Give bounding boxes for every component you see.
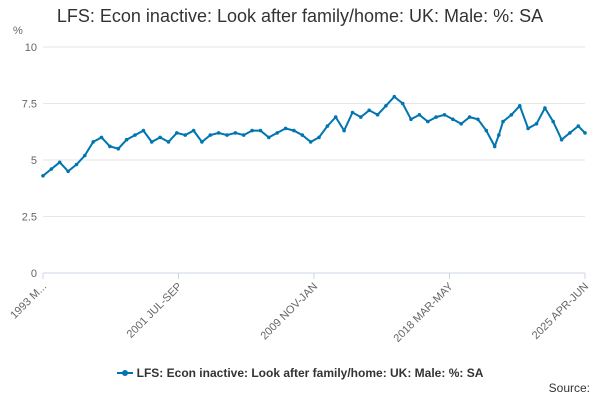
data-point[interactable] — [283, 126, 288, 131]
series-line[interactable] — [42, 95, 586, 177]
data-point[interactable] — [375, 113, 380, 117]
data-point[interactable] — [559, 137, 564, 142]
data-point[interactable] — [367, 108, 372, 113]
data-point[interactable] — [133, 133, 137, 137]
data-point[interactable] — [583, 131, 587, 135]
data-point[interactable] — [568, 131, 572, 135]
data-point[interactable] — [267, 135, 271, 140]
data-point[interactable] — [509, 113, 514, 117]
data-point[interactable] — [518, 104, 522, 108]
data-point[interactable] — [91, 140, 95, 144]
data-point[interactable] — [175, 131, 179, 135]
data-point[interactable] — [74, 162, 79, 167]
data-point[interactable] — [124, 137, 129, 142]
data-point[interactable] — [534, 122, 539, 126]
y-tick-label: 0 — [31, 268, 37, 280]
data-point[interactable] — [350, 110, 355, 115]
data-point[interactable] — [484, 128, 489, 133]
x-tick-label: 2009 NOV-JAN — [258, 281, 320, 343]
data-point[interactable] — [384, 104, 388, 108]
data-point[interactable] — [400, 101, 405, 106]
x-tick-label: 2001 JUL-SEP — [125, 281, 185, 341]
legend-label: LFS: Econ inactive: Look after family/ho… — [136, 366, 484, 380]
axis-layer: 0 2.5 5 7.5 10 1993 M... 2001 JUL-SEP 2009 NOV-… — [8, 42, 591, 345]
data-point[interactable] — [442, 113, 447, 117]
data-point[interactable] — [543, 106, 547, 110]
data-point[interactable] — [166, 140, 171, 144]
legend-swatch-icon — [116, 369, 133, 376]
x-tick-label: 2018 MAR-MAY — [392, 280, 457, 345]
data-point[interactable] — [57, 160, 62, 165]
data-point[interactable] — [66, 169, 70, 174]
data-point[interactable] — [359, 115, 363, 119]
data-point[interactable] — [200, 140, 204, 144]
data-point[interactable] — [49, 167, 54, 171]
data-point[interactable] — [208, 133, 213, 137]
data-point[interactable] — [551, 119, 555, 124]
data-point[interactable] — [342, 128, 346, 133]
data-point[interactable] — [308, 140, 313, 144]
data-point[interactable] — [233, 131, 238, 135]
data-point[interactable] — [225, 133, 229, 137]
data-point[interactable] — [149, 140, 154, 144]
series-layer — [41, 94, 587, 178]
data-point[interactable] — [183, 133, 187, 137]
data-point[interactable] — [333, 115, 338, 119]
chart-title: LFS: Econ inactive: Look after family/ho… — [56, 6, 544, 26]
data-point[interactable] — [317, 135, 321, 140]
data-point[interactable] — [451, 117, 455, 122]
data-point[interactable] — [116, 146, 121, 151]
data-point[interactable] — [99, 135, 104, 140]
data-point[interactable] — [459, 122, 464, 126]
data-point[interactable] — [467, 115, 472, 119]
x-tick-label: 2025 APR-JUN — [530, 281, 591, 342]
data-point[interactable] — [325, 124, 330, 128]
data-point[interactable] — [392, 94, 397, 99]
y-tick-label: 2.5 — [22, 212, 37, 224]
data-point[interactable] — [501, 119, 505, 124]
data-point[interactable] — [434, 115, 438, 119]
data-point[interactable] — [426, 119, 430, 124]
data-point[interactable] — [241, 133, 246, 137]
data-point[interactable] — [300, 133, 305, 137]
y-tick-label: 7.5 — [22, 99, 37, 111]
data-point[interactable] — [476, 117, 480, 122]
data-point[interactable] — [141, 128, 146, 133]
data-point[interactable] — [292, 128, 296, 133]
data-point[interactable] — [191, 128, 196, 133]
y-tick-label: 10 — [25, 42, 37, 54]
data-point[interactable] — [492, 144, 497, 149]
data-point[interactable] — [108, 144, 112, 149]
x-tick-label: 1993 M... — [8, 281, 49, 322]
legend[interactable]: LFS: Econ inactive: Look after family/ho… — [0, 366, 600, 380]
data-point[interactable] — [526, 126, 530, 131]
data-point[interactable] — [275, 131, 280, 135]
data-point[interactable] — [158, 135, 162, 140]
y-unit-label: % — [13, 25, 23, 37]
data-point[interactable] — [409, 117, 413, 122]
source-label: Source: — [548, 381, 590, 395]
data-point[interactable] — [216, 131, 221, 135]
data-point[interactable] — [83, 153, 87, 158]
y-tick-label: 5 — [31, 155, 37, 167]
grid-layer — [43, 46, 585, 274]
data-point[interactable] — [41, 174, 45, 178]
data-point[interactable] — [417, 113, 422, 117]
data-point[interactable] — [497, 133, 501, 137]
data-point[interactable] — [258, 128, 263, 133]
data-point[interactable] — [250, 128, 254, 133]
data-point[interactable] — [576, 124, 581, 128]
